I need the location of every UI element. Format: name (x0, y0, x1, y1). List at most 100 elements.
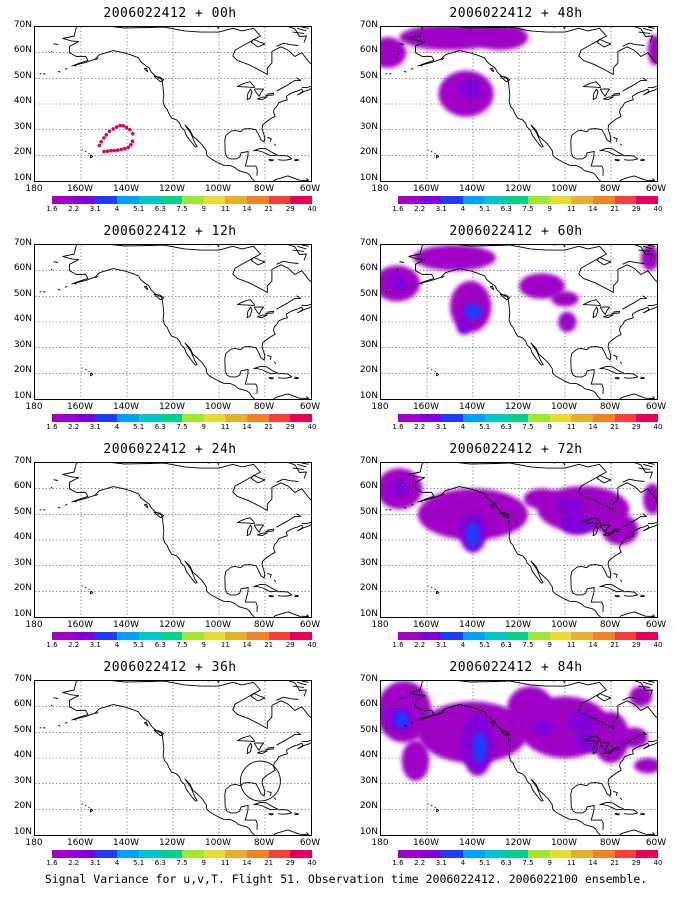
colorbar (398, 196, 659, 204)
colorbar-label: 40 (307, 859, 317, 867)
colorbar (52, 850, 313, 858)
map-svg (381, 245, 657, 399)
grid-lines (381, 681, 657, 835)
colorbar-label: 29 (631, 641, 641, 649)
colorbar-label: 5.1 (133, 641, 145, 649)
colorbar-swatch (247, 850, 269, 858)
colorbar-label: 9 (201, 641, 206, 649)
observation-point (122, 146, 127, 151)
variance-contour (466, 522, 480, 548)
colorbar-label: 9 (547, 205, 552, 213)
lat-tick-label: 50N (359, 507, 378, 517)
colorbar-label: 5.1 (479, 205, 491, 213)
lon-tick-label: 180 (25, 620, 43, 630)
colorbar-swatch (571, 196, 594, 204)
panel-title: 2006022412 + 84h (449, 660, 583, 675)
lat-tick-label: 40N (13, 750, 32, 760)
colorbar-label: 14 (242, 859, 252, 867)
observation-point (105, 149, 110, 153)
map-svg (381, 681, 657, 835)
map-svg (381, 463, 657, 617)
colorbar-swatch (95, 414, 118, 422)
lon-tick-label: 100W (550, 838, 578, 848)
grid-lines (35, 463, 311, 617)
colorbar-swatch (419, 196, 442, 204)
colorbar-label: 11 (220, 859, 230, 867)
panel-title: 2006022412 + 48h (449, 6, 583, 21)
colorbar-swatch (268, 196, 291, 204)
map-panel: 2006022412 + 24h 70N 60N 50N 40N 30N 20N 10N 180… (0, 442, 340, 657)
colorbar-swatch (247, 414, 269, 422)
lat-tick-label: 50N (359, 71, 378, 81)
colorbar-label: 6.3 (154, 423, 166, 431)
colorbar-label: 14 (242, 423, 252, 431)
colorbar-label: 11 (220, 423, 230, 431)
map-area (34, 462, 312, 618)
colorbar-swatch (95, 196, 118, 204)
observation-point (129, 143, 133, 147)
map-svg (35, 681, 311, 835)
lat-tick-label: 20N (13, 147, 32, 157)
colorbar-swatch (290, 414, 313, 422)
colorbar-label: 7.5 (176, 205, 188, 213)
lon-tick-label: 120W (504, 620, 532, 630)
variance-contour (413, 245, 496, 271)
colorbar-label: 6.3 (154, 859, 166, 867)
colorbar-swatch (549, 414, 572, 422)
colorbar-label: 2.2 (68, 859, 80, 867)
figure-caption: Signal Variance for u,v,T. Flight 51. Ob… (44, 872, 648, 886)
lat-tick-label: 10N (13, 827, 32, 837)
colorbar-swatch (160, 414, 183, 422)
map-area (34, 26, 312, 182)
colorbar-label: 40 (653, 859, 663, 867)
colorbar-label: 11 (220, 205, 230, 213)
lat-tick-label: 30N (13, 776, 32, 786)
grid-lines (381, 245, 657, 399)
colorbar-swatch (636, 196, 659, 204)
colorbar-swatch (441, 196, 464, 204)
lat-tick-label: 10N (359, 827, 378, 837)
colorbar (52, 414, 313, 422)
variance-contour (473, 27, 529, 51)
colorbar-label: 14 (588, 423, 598, 431)
colorbar-swatch (528, 850, 550, 858)
colorbar-label: 2.2 (414, 205, 426, 213)
observation-point (107, 129, 112, 133)
coastlines (39, 463, 311, 617)
colorbar-swatch (593, 196, 615, 204)
lon-tick-label: 120W (504, 402, 532, 412)
colorbar-swatch (614, 850, 637, 858)
observation-point (111, 127, 115, 131)
colorbar-swatch (419, 632, 442, 640)
colorbar-swatch (117, 632, 139, 640)
colorbar-label: 2.2 (68, 423, 80, 431)
colorbar-swatch (138, 414, 161, 422)
colorbar-swatch (52, 632, 74, 640)
colorbar-label: 4 (114, 859, 120, 867)
lat-tick-label: 60N (13, 699, 32, 709)
colorbar-swatch (52, 414, 74, 422)
lon-tick-label: 100W (204, 402, 232, 412)
colorbar-label: 14 (588, 859, 598, 867)
colorbar-label: 5.1 (479, 641, 491, 649)
colorbar-swatch (528, 196, 550, 204)
colorbar-label: 14 (588, 641, 598, 649)
lon-tick-label: 60W (645, 402, 667, 412)
lat-tick-label: 40N (359, 532, 378, 542)
colorbar-label: 21 (610, 641, 620, 649)
colorbar-swatch (506, 196, 529, 204)
colorbar-label: 2.2 (414, 859, 426, 867)
colorbar-label: 3.1 (89, 205, 101, 213)
map-panel: 2006022412 + 72h 70N 60N 50N 40N 30N 20N 10N 180… (346, 442, 686, 657)
colorbar-swatch (549, 632, 572, 640)
lon-tick-label: 180 (25, 838, 43, 848)
lon-tick-label: 160W (66, 184, 94, 194)
map-panel: 2006022412 + 84h 70N 60N 50N 40N 30N 20N 10N 180… (346, 660, 686, 875)
colorbar-swatch (571, 414, 594, 422)
lat-tick-label: 40N (13, 96, 32, 106)
variance-contour (459, 78, 483, 99)
colorbar-swatch (506, 632, 529, 640)
colorbar-swatch (593, 850, 615, 858)
colorbar-swatch (484, 850, 507, 858)
lat-tick-label: 20N (359, 583, 378, 593)
